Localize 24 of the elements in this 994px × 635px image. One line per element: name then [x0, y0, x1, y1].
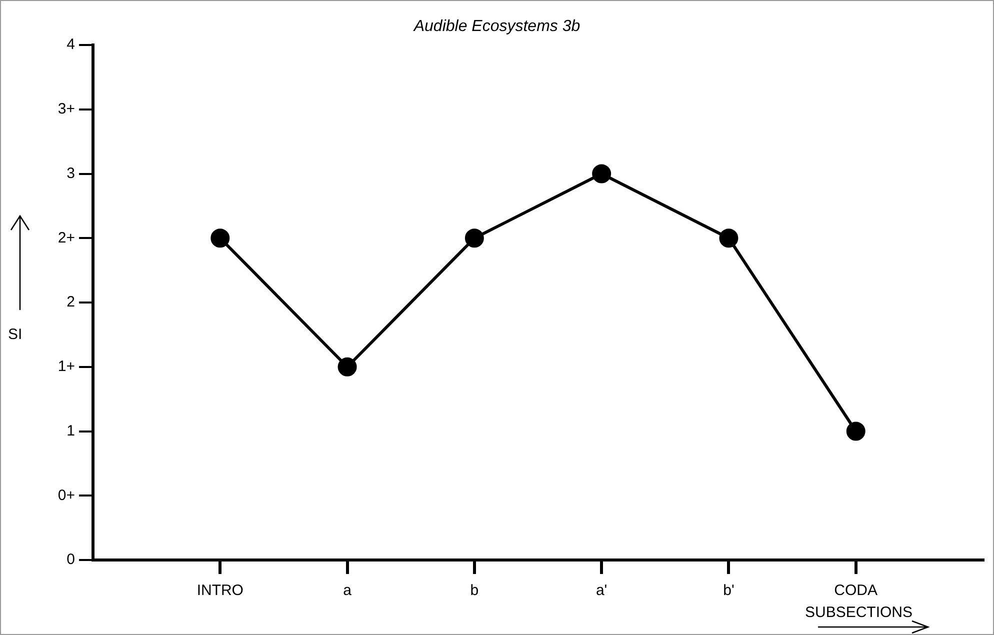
x-tick-label: a [343, 582, 352, 600]
y-tick-label: 1 [66, 422, 75, 440]
point [719, 228, 738, 248]
point [464, 228, 484, 248]
y-tick-label: 2+ [58, 229, 76, 246]
x-tick-label: b [470, 582, 479, 600]
x-tick-label: a' [596, 582, 608, 600]
y-tick-label: 0 [66, 551, 75, 568]
x-tick-label: b' [723, 582, 734, 600]
y-tick-label: 3+ [58, 100, 76, 118]
x-tick-label: CODA [834, 582, 878, 600]
point [338, 357, 357, 376]
y-tick-label: 2 [66, 294, 75, 311]
y-tick-label: 4 [66, 36, 75, 54]
y-tick-label: 0+ [58, 486, 76, 504]
point [846, 422, 866, 441]
y-axis-title: SI [8, 326, 22, 343]
point [210, 228, 230, 248]
y-tick-label: 3 [66, 164, 75, 182]
y-tick-label: 1+ [58, 358, 76, 376]
x-tick-label: INTRO [196, 582, 244, 600]
point [592, 164, 612, 184]
x-axis-title: SUBSECTIONS [805, 604, 913, 621]
chart-title: Audible Ecosystems 3b [412, 18, 582, 36]
